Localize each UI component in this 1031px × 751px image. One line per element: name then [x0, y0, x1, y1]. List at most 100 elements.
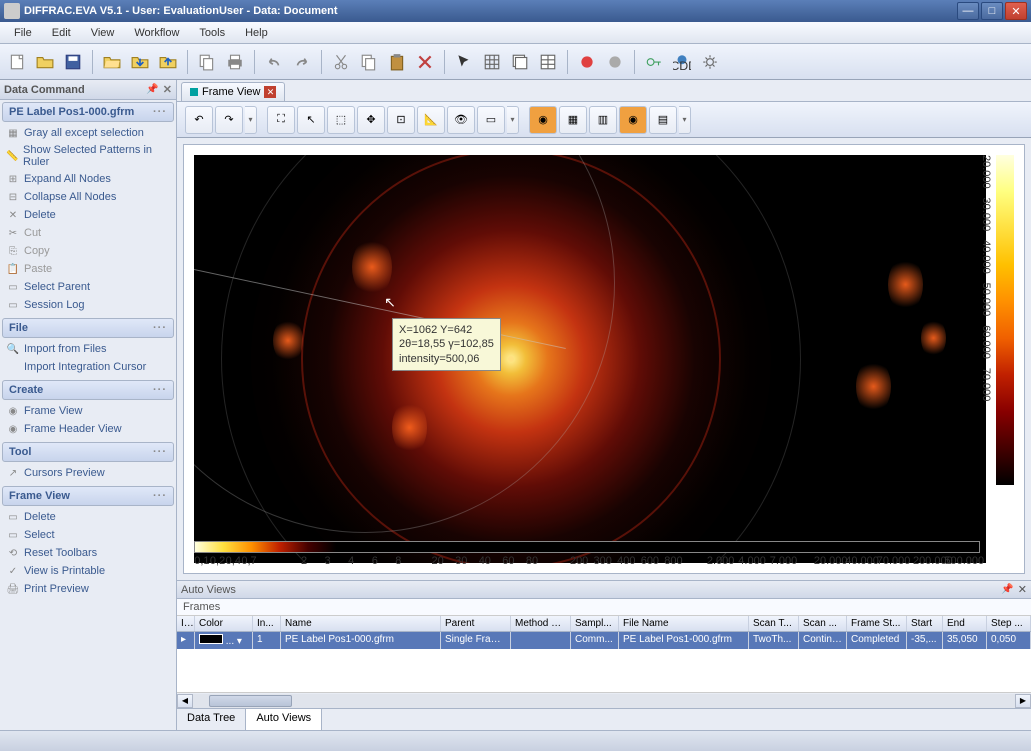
color1-button[interactable]: ◉ [529, 106, 557, 134]
cursor-button[interactable] [451, 49, 477, 75]
save-button[interactable] [60, 49, 86, 75]
sidebar-item[interactable]: Import Integration Cursor [2, 358, 174, 376]
sidebar-item[interactable]: 📋Paste [2, 260, 174, 278]
col-sampl[interactable]: Sampl... [571, 616, 619, 631]
menu-workflow[interactable]: Workflow [124, 24, 189, 42]
undo-button[interactable] [261, 49, 287, 75]
sidebar-item[interactable]: ▭Select [2, 526, 174, 544]
diffraction-image[interactable]: ↖ X=1062 Y=642 2θ=18,55 γ=102,85 intensi… [194, 155, 986, 563]
col-frameSt[interactable]: Frame St... [847, 616, 907, 631]
sidebar-item[interactable]: ⊞Expand All Nodes [2, 170, 174, 188]
scroll-right-button[interactable]: ▶ [1015, 694, 1031, 708]
col-method[interactable]: Method N... [511, 616, 571, 631]
open-button[interactable] [32, 49, 58, 75]
sidebar-item[interactable]: ⊟Collapse All Nodes [2, 188, 174, 206]
sidebar-item[interactable]: ⟲Reset Toolbars [2, 544, 174, 562]
tool-dropdown[interactable]: ▾ [507, 106, 519, 134]
menu-edit[interactable]: Edit [42, 24, 81, 42]
sidebar-item[interactable]: ▭Delete [2, 508, 174, 526]
new-button[interactable] [4, 49, 30, 75]
color2-button[interactable]: ▦ [559, 106, 587, 134]
rotate-left-button[interactable]: ↶ [185, 106, 213, 134]
menu-help[interactable]: Help [235, 24, 278, 42]
fit-button[interactable]: ⛶ [267, 106, 295, 134]
paste-button[interactable] [384, 49, 410, 75]
color3-button[interactable]: ▥ [589, 106, 617, 134]
mask-button[interactable]: 👁 [447, 106, 475, 134]
pin-icon[interactable]: 📌 [146, 84, 158, 95]
sidebar-item[interactable]: ◉Frame Header View [2, 420, 174, 438]
col-i[interactable]: I... [177, 616, 195, 631]
rotate-dropdown[interactable]: ▾ [245, 106, 257, 134]
minimize-button[interactable]: — [957, 2, 979, 20]
rotate-right-button[interactable]: ↷ [215, 106, 243, 134]
col-parent[interactable]: Parent [441, 616, 511, 631]
icdd-button[interactable]: ICDD [669, 49, 695, 75]
tab-auto-views[interactable]: Auto Views [246, 709, 322, 730]
close-icon[interactable]: ✕ [163, 83, 172, 96]
export-button[interactable] [155, 49, 181, 75]
rect-button[interactable]: ▭ [477, 106, 505, 134]
accordion-header[interactable]: Create··· [2, 380, 174, 400]
sidebar-item[interactable]: ↗Cursors Preview [2, 464, 174, 482]
col-scan[interactable]: Scan ... [799, 616, 847, 631]
sidebar-item[interactable]: ▭Session Log [2, 296, 174, 314]
key-button[interactable] [641, 49, 667, 75]
pointer-button[interactable]: ↖ [297, 106, 325, 134]
sidebar-item[interactable]: ▭Select Parent [2, 278, 174, 296]
maximize-button[interactable]: □ [981, 2, 1003, 20]
layers-button[interactable] [507, 49, 533, 75]
color5-button[interactable]: ▤ [649, 106, 677, 134]
sidebar-item[interactable]: ▦Gray all except selection [2, 124, 174, 142]
close-icon[interactable]: ✕ [1018, 583, 1027, 596]
menu-file[interactable]: File [4, 24, 42, 42]
copy-button[interactable] [194, 49, 220, 75]
col-step[interactable]: Step ... [987, 616, 1031, 631]
zoom-button[interactable]: ⊡ [387, 106, 415, 134]
col-start[interactable]: Start [907, 616, 943, 631]
accordion-header[interactable]: File··· [2, 318, 174, 338]
tab-frame-view[interactable]: Frame View ✕ [181, 82, 285, 101]
tab-data-tree[interactable]: Data Tree [177, 709, 246, 730]
close-button[interactable]: ✕ [1005, 2, 1027, 20]
menu-tools[interactable]: Tools [189, 24, 235, 42]
grid-row[interactable]: ▸ ... ▾ 1 PE Label Pos1-000.gfrm Single … [177, 632, 1031, 649]
sidebar-item[interactable]: 📏Show Selected Patterns in Ruler [2, 142, 174, 170]
cut-button[interactable] [328, 49, 354, 75]
col-in[interactable]: In... [253, 616, 281, 631]
settings-button[interactable] [697, 49, 723, 75]
record-button[interactable] [574, 49, 600, 75]
import-button[interactable] [127, 49, 153, 75]
sidebar-item[interactable]: 🖨Print Preview [2, 580, 174, 598]
horizontal-scrollbar[interactable]: ◀ ▶ [177, 692, 1031, 708]
col-scant[interactable]: Scan T... [749, 616, 799, 631]
col-name[interactable]: Name [281, 616, 441, 631]
color4-button[interactable]: ◉ [619, 106, 647, 134]
print-button[interactable] [222, 49, 248, 75]
pin-icon[interactable]: 📌 [1001, 584, 1013, 595]
col-color[interactable]: Color [195, 616, 253, 631]
table-button[interactable] [535, 49, 561, 75]
scroll-left-button[interactable]: ◀ [177, 694, 193, 708]
sidebar-item[interactable]: ◉Frame View [2, 402, 174, 420]
sidebar-item[interactable]: ✂Cut [2, 224, 174, 242]
redo-button[interactable] [289, 49, 315, 75]
accordion-header[interactable]: Frame View··· [2, 486, 174, 506]
pan-button[interactable]: ✥ [357, 106, 385, 134]
col-file[interactable]: File Name [619, 616, 749, 631]
menu-view[interactable]: View [81, 24, 125, 42]
col-end[interactable]: End [943, 616, 987, 631]
scroll-thumb[interactable] [209, 695, 291, 707]
row-color[interactable]: ... ▾ [195, 632, 253, 649]
sidebar-item[interactable]: ⎘Copy [2, 242, 174, 260]
record-off-button[interactable] [602, 49, 628, 75]
sidebar-item[interactable]: ✕Delete [2, 206, 174, 224]
grid-button[interactable] [479, 49, 505, 75]
folder-open-button[interactable] [99, 49, 125, 75]
sidebar-item[interactable]: 🔍Import from Files [2, 340, 174, 358]
delete-button[interactable] [412, 49, 438, 75]
accordion-header[interactable]: PE Label Pos1-000.gfrm··· [2, 102, 174, 122]
row-selector[interactable]: ▸ [177, 632, 195, 649]
copy2-button[interactable] [356, 49, 382, 75]
color-dropdown[interactable]: ▾ [679, 106, 691, 134]
